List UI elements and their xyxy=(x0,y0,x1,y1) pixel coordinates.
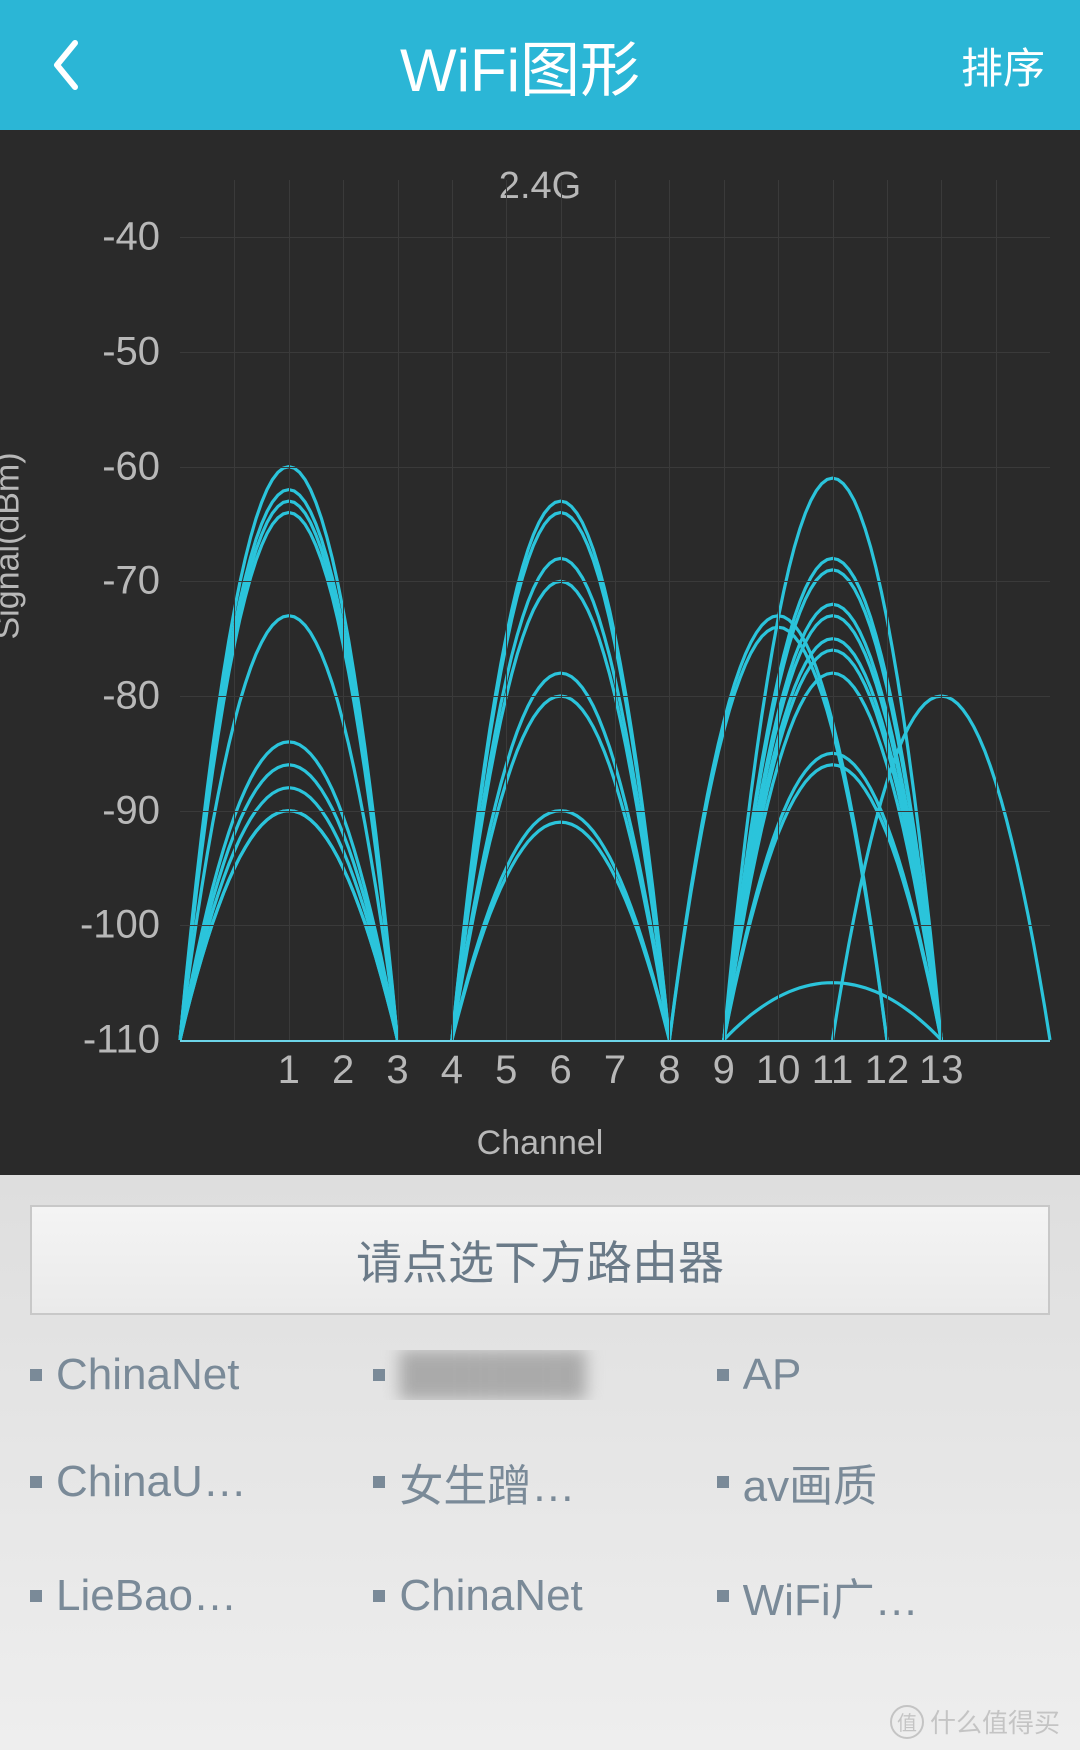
router-item[interactable]: ChinaNet xyxy=(373,1564,706,1628)
router-item[interactable]: LieBao… xyxy=(30,1564,363,1628)
router-item[interactable]: av画质 xyxy=(717,1450,1050,1514)
plot-area: -40-50-60-70-80-90-100-11012345678910111… xyxy=(180,180,1050,1040)
x-tick-label: 5 xyxy=(495,1048,517,1093)
router-label: 女生蹭… xyxy=(399,1450,575,1514)
x-tick-label: 12 xyxy=(865,1048,910,1093)
router-label: WiFi广… xyxy=(743,1564,919,1628)
router-item[interactable]: 女生蹭… xyxy=(373,1450,706,1514)
gridline-v xyxy=(724,180,725,1040)
bullet-icon xyxy=(373,1476,385,1488)
router-label: ChinaU… xyxy=(56,1457,247,1507)
prompt-label: 请点选下方路由器 xyxy=(356,1227,724,1293)
watermark: 值 什么值得买 xyxy=(890,1703,1060,1740)
watermark-text: 什么值得买 xyxy=(930,1703,1060,1740)
signal-chart: 2.4G Signal(dBm) Channel -40-50-60-70-80… xyxy=(0,130,1080,1175)
router-item[interactable]: ██████ xyxy=(373,1350,706,1400)
x-tick-label: 10 xyxy=(756,1048,801,1093)
bullet-icon xyxy=(30,1590,42,1602)
router-item[interactable]: AP xyxy=(717,1350,1050,1400)
router-item[interactable]: ChinaNet xyxy=(30,1350,363,1400)
gridline-v xyxy=(887,180,888,1040)
bullet-icon xyxy=(717,1369,729,1381)
y-tick-label: -80 xyxy=(102,674,160,719)
bullet-icon xyxy=(30,1476,42,1488)
gridline-v xyxy=(452,180,453,1040)
y-tick-label: -70 xyxy=(102,559,160,604)
gridline-v xyxy=(615,180,616,1040)
bullet-icon xyxy=(717,1590,729,1602)
gridline-v xyxy=(506,180,507,1040)
router-label: ChinaNet xyxy=(56,1350,239,1400)
router-item[interactable]: ChinaU… xyxy=(30,1450,363,1514)
router-label: av画质 xyxy=(743,1450,877,1514)
back-button[interactable] xyxy=(35,35,95,95)
router-label: AP xyxy=(743,1350,802,1400)
y-tick-label: -60 xyxy=(102,444,160,489)
baseline xyxy=(180,1040,1050,1042)
x-tick-label: 3 xyxy=(386,1048,408,1093)
x-tick-label: 9 xyxy=(713,1048,735,1093)
page-title: WiFi图形 xyxy=(95,22,945,109)
y-tick-label: -90 xyxy=(102,788,160,833)
gridline-v xyxy=(343,180,344,1040)
router-label: ChinaNet xyxy=(399,1571,582,1621)
router-item[interactable]: WiFi广… xyxy=(717,1564,1050,1628)
gridline-v xyxy=(234,180,235,1040)
gridline-v xyxy=(561,180,562,1040)
bullet-icon xyxy=(717,1476,729,1488)
x-tick-label: 4 xyxy=(441,1048,463,1093)
router-label: LieBao… xyxy=(56,1571,237,1621)
y-tick-label: -50 xyxy=(102,330,160,375)
x-tick-label: 7 xyxy=(604,1048,626,1093)
router-label: ██████ xyxy=(399,1350,586,1400)
x-tick-label: 8 xyxy=(658,1048,680,1093)
bullet-icon xyxy=(30,1369,42,1381)
select-router-prompt[interactable]: 请点选下方路由器 xyxy=(30,1205,1050,1315)
gridline-v xyxy=(941,180,942,1040)
y-tick-label: -110 xyxy=(83,1018,160,1063)
y-tick-label: -100 xyxy=(80,903,160,948)
gridline-v xyxy=(669,180,670,1040)
x-tick-label: 13 xyxy=(919,1048,964,1093)
y-axis-label: Signal(dBm) xyxy=(0,452,28,639)
sort-button[interactable]: 排序 xyxy=(945,35,1045,96)
x-tick-label: 1 xyxy=(278,1048,300,1093)
x-axis-label: Channel xyxy=(477,1124,604,1163)
router-panel: 请点选下方路由器 ChinaNet ██████ AP ChinaU… 女生蹭… av画质… xyxy=(0,1175,1080,1750)
gridline-v xyxy=(289,180,290,1040)
x-tick-label: 11 xyxy=(812,1048,854,1093)
gridline-v xyxy=(996,180,997,1040)
gridline-v xyxy=(778,180,779,1040)
chevron-left-icon xyxy=(49,39,81,91)
bullet-icon xyxy=(373,1369,385,1381)
y-tick-label: -40 xyxy=(102,215,160,260)
gridline-v xyxy=(833,180,834,1040)
bullet-icon xyxy=(373,1590,385,1602)
x-tick-label: 6 xyxy=(550,1048,572,1093)
watermark-icon: 值 xyxy=(890,1705,924,1739)
x-tick-label: 2 xyxy=(332,1048,354,1093)
gridline-v xyxy=(398,180,399,1040)
router-list: ChinaNet ██████ AP ChinaU… 女生蹭… av画质 LieBao… Ch… xyxy=(30,1350,1050,1628)
app-header: WiFi图形 排序 xyxy=(0,0,1080,130)
